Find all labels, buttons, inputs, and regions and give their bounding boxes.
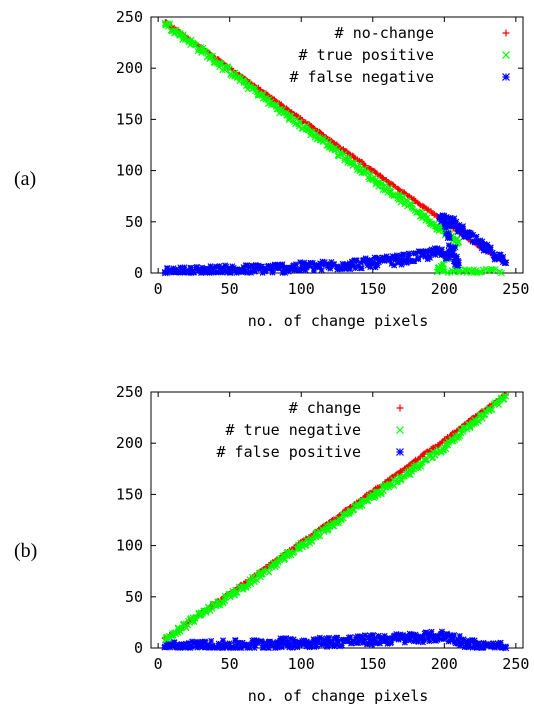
panel-label-b: (b) (14, 540, 37, 562)
y-tick-label: 0 (134, 639, 143, 657)
data-point (441, 633, 447, 639)
data-point (398, 257, 404, 263)
data-point (437, 214, 443, 220)
data-point (267, 570, 272, 575)
panel-a: (a) 0 50 100 150 200 250 0 50 100 150 200 250 no. of… (14, 8, 529, 330)
data-point (284, 640, 290, 646)
legend-entry-label: # true positive (299, 46, 434, 64)
data-point (284, 265, 290, 271)
data-point (223, 263, 228, 268)
x-tick-label: 150 (359, 655, 386, 673)
x-tick-label: 200 (431, 655, 458, 673)
data-point (448, 252, 454, 258)
x-tick-label: 100 (288, 280, 315, 298)
data-point (413, 635, 419, 641)
y-tick-label: 150 (116, 485, 143, 503)
data-point (503, 645, 509, 651)
data-point (503, 260, 509, 266)
x-axis-label: no. of change pixels (248, 687, 429, 705)
data-point (491, 252, 497, 258)
x-tick-label: 50 (221, 655, 239, 673)
data-point (319, 267, 324, 272)
y-tick-label: 200 (116, 434, 143, 452)
data-point (209, 638, 214, 643)
legend-marker (397, 427, 404, 434)
legend-marker (397, 449, 404, 456)
x-tick-label: 150 (359, 280, 386, 298)
legend: # no-change # true positive # false negati… (290, 24, 510, 86)
legend-marker (503, 52, 510, 59)
x-tick-label: 0 (154, 655, 163, 673)
data-point (448, 219, 454, 225)
data-point (314, 644, 319, 649)
data-point (434, 250, 440, 256)
data-point (241, 267, 247, 273)
legend-marker (503, 74, 510, 81)
y-tick-label: 250 (116, 8, 143, 26)
data-point (421, 637, 426, 642)
data-point (443, 231, 448, 236)
x-tick-label: 200 (431, 280, 458, 298)
panel-b: (b) 0 50 100 150 200 250 0 50 100 150 200 250 no. of… (14, 383, 529, 705)
data-point (327, 639, 333, 645)
y-tick-label: 200 (116, 59, 143, 77)
data-point (370, 637, 376, 643)
legend-entry-label: # no-change (335, 24, 434, 42)
data-point (359, 266, 364, 271)
data-point (327, 263, 333, 269)
y-tick-label: 50 (125, 588, 143, 606)
x-tick-label: 250 (502, 280, 529, 298)
data-point (198, 643, 204, 649)
data-point (501, 254, 506, 259)
data-point (477, 241, 483, 247)
data-point (456, 260, 462, 266)
series-3 (162, 629, 509, 651)
legend-entry-label: # false positive (217, 443, 362, 461)
legend: # change # true negative # false positive (217, 399, 404, 461)
data-point (477, 644, 483, 650)
legend-entry-label: # change (289, 399, 361, 417)
data-point (445, 235, 450, 240)
data-point (420, 253, 426, 259)
legend-entry-label: # false negative (290, 68, 435, 86)
data-point (463, 231, 469, 237)
data-point (401, 252, 406, 257)
y-tick-label: 100 (116, 162, 143, 180)
y-tick-label: 50 (125, 213, 143, 231)
x-axis-label: no. of change pixels (248, 312, 429, 330)
data-point (446, 243, 451, 248)
panel-label-a: (a) (14, 168, 36, 190)
data-point (488, 245, 493, 250)
data-point (370, 260, 376, 266)
data-point (198, 268, 204, 274)
y-tick-label: 100 (116, 537, 143, 555)
x-tick-label: 0 (154, 280, 163, 298)
data-point (241, 642, 247, 648)
y-tick-label: 150 (116, 110, 143, 128)
x-tick-label: 100 (288, 655, 315, 673)
legend-marker (397, 405, 404, 412)
data-point (162, 270, 168, 276)
legend-marker (503, 30, 510, 37)
x-tick-label: 50 (221, 280, 239, 298)
y-tick-label: 0 (134, 264, 143, 282)
legend-entry-label: # true negative (226, 421, 361, 439)
y-tick-label: 250 (116, 383, 143, 401)
data-point (162, 644, 168, 650)
x-tick-label: 250 (502, 655, 529, 673)
data-point (456, 637, 462, 643)
